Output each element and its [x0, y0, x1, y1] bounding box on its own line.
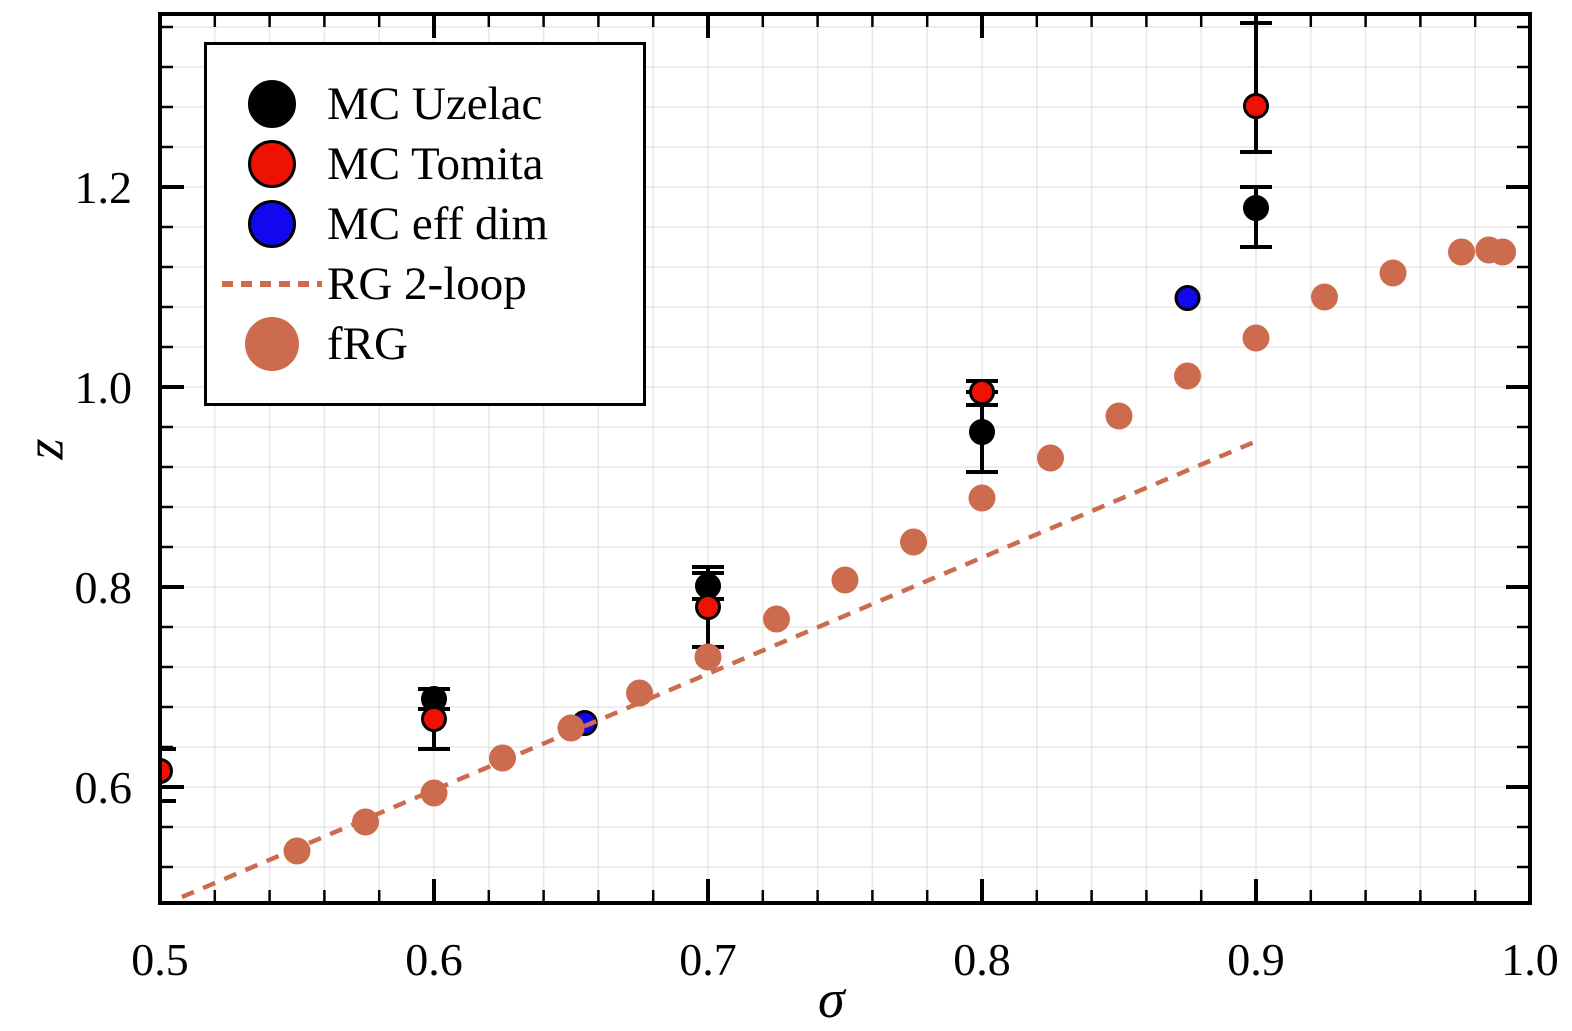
- error-bar: [1240, 21, 1272, 154]
- circle-marker-icon: [217, 80, 327, 128]
- legend-label: RG 2-loop: [327, 257, 527, 310]
- frg-point: [763, 605, 790, 633]
- frg-point: [1379, 259, 1407, 287]
- legend-label: MC Tomita: [327, 137, 544, 190]
- legend-item-frg: fRG: [217, 314, 633, 374]
- legend-label: MC eff dim: [327, 197, 549, 250]
- mc-tomita-point: [1243, 93, 1269, 119]
- legend-item-mc-eff-dim: MC eff dim: [217, 194, 633, 254]
- legend-item-mc-tomita: MC Tomita: [217, 134, 633, 194]
- legend-item-mc-uzelac: MC Uzelac: [217, 74, 633, 134]
- legend-item-rg-2-loop: RG 2-loop: [217, 254, 633, 314]
- mc-uzelac-point: [969, 419, 995, 445]
- frg-point: [420, 779, 448, 807]
- y-tick-label: 1.0: [75, 362, 133, 413]
- tick-labels: 0.5 0.6 0.7 0.8 0.9 1.0 0.6 0.8 1.0 1.2: [75, 162, 1559, 985]
- frg-point: [1174, 362, 1201, 390]
- x-tick-label: 0.9: [1227, 934, 1285, 985]
- frg-point: [900, 528, 927, 556]
- mc-tomita-point: [695, 594, 721, 620]
- mc-tomita-point: [969, 379, 995, 405]
- frg-point: [626, 679, 653, 707]
- y-tick-label: 1.2: [75, 162, 133, 213]
- frg-point: [1311, 283, 1338, 311]
- circle-marker-icon: [217, 317, 327, 371]
- frg-point: [352, 808, 379, 836]
- frg-point: [283, 837, 311, 865]
- series-frg: [283, 236, 1517, 865]
- x-tick-label: 0.7: [679, 934, 737, 985]
- mc-tomita-point: [160, 758, 173, 784]
- frg-point: [1242, 324, 1270, 352]
- plot-area: [160, 21, 1517, 900]
- x-tick-label: 0.5: [131, 934, 189, 985]
- error-bar: [160, 747, 176, 803]
- y-axis-label: z: [14, 438, 75, 460]
- mc-eff-dim-point: [1174, 285, 1201, 311]
- mc-uzelac-point: [1243, 195, 1269, 221]
- frg-point: [968, 484, 996, 512]
- frg-point: [1448, 238, 1475, 266]
- frg-point: [1105, 402, 1133, 430]
- circle-marker-icon: [217, 140, 327, 188]
- series-mc-tomita: [160, 21, 1272, 803]
- y-tick-label: 0.8: [75, 562, 133, 613]
- x-tick-label: 0.6: [405, 934, 463, 985]
- legend-label: MC Uzelac: [327, 77, 543, 130]
- y-tick-label: 0.6: [75, 762, 133, 813]
- x-axis-label: σ: [818, 969, 845, 1029]
- frg-point: [1037, 444, 1064, 472]
- legend-label: fRG: [327, 317, 408, 370]
- axis-ticks: [158, 14, 1532, 903]
- dashed-line-icon: [217, 281, 327, 287]
- frg-point: [694, 643, 722, 671]
- frg-point: [831, 566, 859, 594]
- frg-point: [489, 744, 516, 772]
- x-tick-label: 1.0: [1501, 934, 1559, 985]
- x-tick-label: 0.8: [953, 934, 1011, 985]
- circle-marker-icon: [217, 200, 327, 248]
- legend: MC Uzelac MC Tomita MC eff dim RG 2-loop fRG: [204, 42, 646, 406]
- frg-point: [557, 714, 585, 742]
- mc-tomita-point: [421, 706, 447, 732]
- frg-point: [1489, 238, 1517, 266]
- plot-border: [158, 12, 1532, 905]
